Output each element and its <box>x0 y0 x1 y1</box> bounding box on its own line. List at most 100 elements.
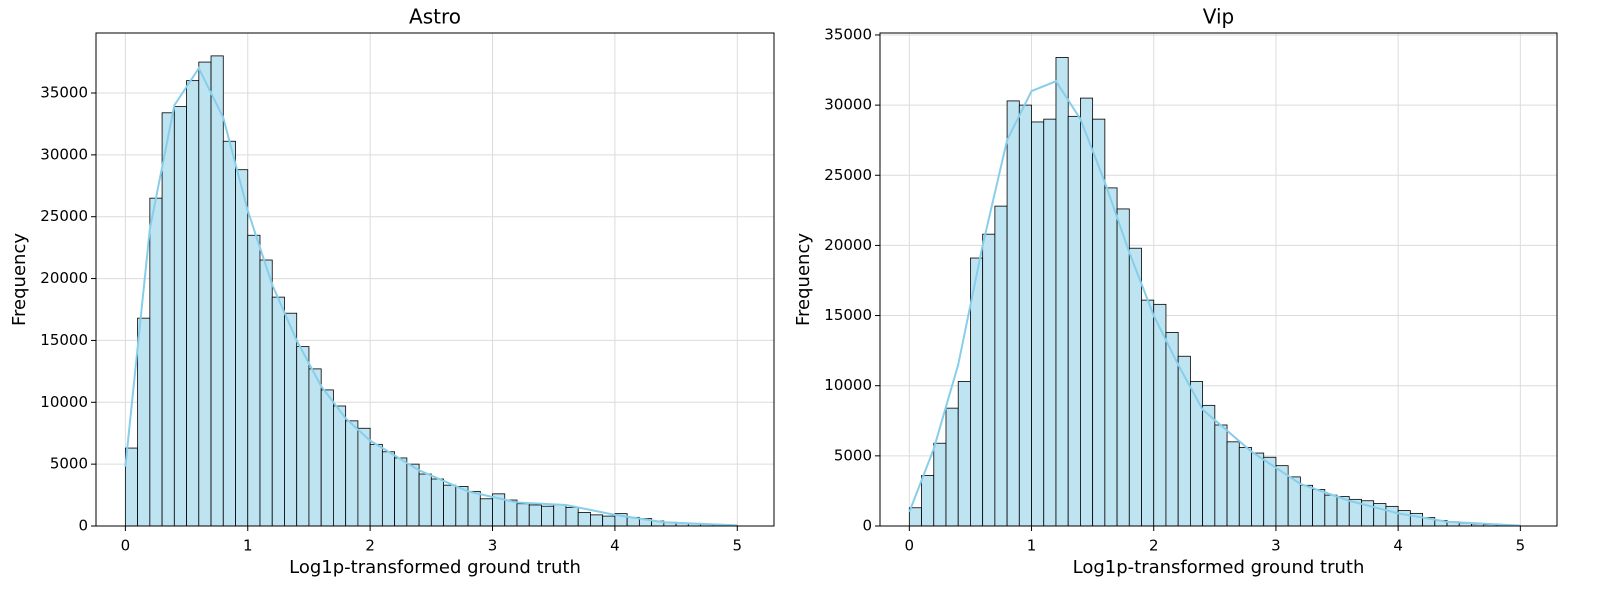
histogram-bar <box>590 514 604 527</box>
histogram-bar <box>1214 424 1228 527</box>
histogram-bar <box>577 511 591 527</box>
histogram-bar <box>443 484 457 527</box>
y-tick-label: 20000 <box>824 236 872 254</box>
histogram-bar <box>394 457 408 527</box>
y-tick-label: 25000 <box>824 166 872 184</box>
x-tick-label: 0 <box>905 537 915 555</box>
plot-frame <box>95 32 775 527</box>
histogram-bar <box>1287 476 1301 527</box>
histogram-bar <box>945 407 959 527</box>
y-tick-label: 10000 <box>824 376 872 394</box>
histogram-bar <box>161 112 175 527</box>
chart-title: Vip <box>1203 5 1235 29</box>
histogram-bar <box>284 312 298 527</box>
x-tick-label: 3 <box>1271 537 1281 555</box>
x-tick-label: 2 <box>1149 537 1159 555</box>
y-tick-label: 25000 <box>40 207 88 225</box>
y-tick-label: 0 <box>862 517 872 535</box>
histogram-bar <box>149 197 163 527</box>
histogram-bar <box>271 296 285 527</box>
histogram-bar <box>921 475 935 527</box>
y-tick-label: 35000 <box>40 84 88 102</box>
histogram-bar <box>1202 404 1216 527</box>
histogram-bar <box>1189 381 1204 527</box>
histogram-bar <box>186 80 200 527</box>
histogram-bar <box>406 463 420 527</box>
y-tick-label: 15000 <box>40 331 88 349</box>
histogram-bar <box>210 55 224 527</box>
histogram-bar <box>333 405 347 527</box>
histogram-bar <box>259 259 273 527</box>
histogram-bar <box>137 317 151 527</box>
histogram-bar <box>565 507 579 527</box>
histogram-bar <box>296 346 310 527</box>
histogram-bar <box>1006 100 1020 527</box>
histogram-bar <box>124 447 139 527</box>
y-axis-label: Frequency <box>9 233 30 326</box>
histogram-bar <box>1128 247 1142 527</box>
plot-frame <box>879 32 1558 527</box>
histogram-bar <box>1141 299 1155 527</box>
histogram-bar <box>235 169 249 527</box>
histogram-bar <box>528 504 542 527</box>
x-tick-label: 3 <box>488 537 498 555</box>
y-tick-label: 35000 <box>824 25 872 43</box>
histogram-bar <box>933 442 947 527</box>
histogram-bar <box>1226 441 1240 527</box>
x-tick-label: 2 <box>365 537 375 555</box>
histogram-bar <box>381 451 396 527</box>
histogram-bar <box>908 507 922 527</box>
y-axis-label: Frequency <box>793 233 814 326</box>
histogram-bar <box>345 420 359 527</box>
x-tick-label: 1 <box>1027 537 1037 555</box>
histogram-bar <box>516 503 530 527</box>
histogram-bar <box>247 234 261 527</box>
histogram-bar <box>602 515 616 527</box>
histogram-bar <box>1238 447 1252 527</box>
histogram-bar <box>198 61 212 527</box>
kde-line <box>908 80 1521 527</box>
histogram-bar <box>994 205 1008 527</box>
histogram-bar <box>541 505 555 527</box>
histogram-bar <box>320 389 334 527</box>
histogram-bar <box>1043 118 1057 527</box>
histogram-bar <box>357 427 371 527</box>
histogram-bar <box>479 498 493 527</box>
histogram-bar <box>1067 115 1081 527</box>
x-axis-label: Log1p-transformed ground truth <box>289 557 581 578</box>
y-tick-label: 10000 <box>40 393 88 411</box>
x-tick-label: 1 <box>243 537 253 555</box>
x-tick-label: 5 <box>733 537 743 555</box>
histogram-bar <box>173 106 187 527</box>
histogram-bar <box>1104 187 1118 527</box>
x-tick-label: 4 <box>1393 537 1403 555</box>
histogram-bar <box>1385 505 1399 527</box>
kde-line <box>124 66 738 527</box>
histogram-bar <box>1116 208 1130 527</box>
x-axis-label: Log1p-transformed ground truth <box>1073 557 1365 578</box>
x-tick-label: 4 <box>610 537 620 555</box>
histogram-bar <box>1031 121 1045 527</box>
histogram-bar <box>430 478 444 527</box>
y-tick-label: 30000 <box>40 145 88 163</box>
x-tick-label: 5 <box>1516 537 1526 555</box>
y-tick-label: 5000 <box>834 446 872 464</box>
histogram-bar <box>455 486 469 527</box>
y-tick-label: 30000 <box>824 96 872 114</box>
histogram-bar <box>467 490 481 527</box>
histogram-bar <box>222 140 236 527</box>
y-tick-label: 20000 <box>40 269 88 287</box>
histogram-bar <box>982 233 996 527</box>
y-tick-label: 15000 <box>824 306 872 324</box>
histogram-bar <box>1299 484 1313 527</box>
histogram-bar <box>418 473 432 527</box>
histogram-bar <box>308 368 322 527</box>
histogram-bar <box>369 443 383 527</box>
histogram-bar <box>553 504 567 527</box>
x-tick-label: 0 <box>121 537 131 555</box>
histogram-bar <box>1251 452 1265 527</box>
histogram-bar <box>504 499 518 527</box>
histogram-bar <box>957 381 971 527</box>
